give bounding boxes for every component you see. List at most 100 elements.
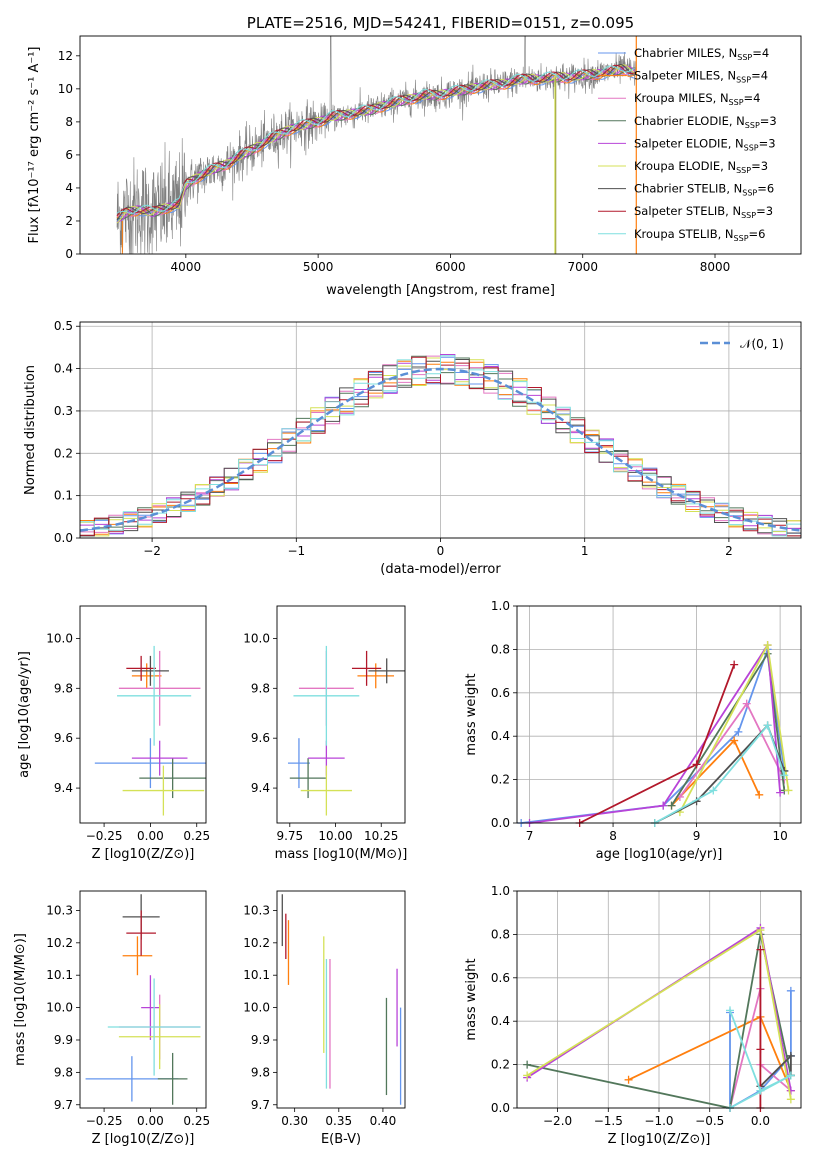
y-tick-label: 0 [65,247,73,261]
y-tick-label: 10.0 [243,1001,270,1015]
weight-marker [776,788,785,797]
weight-marker [734,727,743,736]
weight-line [654,723,786,824]
x-tick-label: 6000 [435,260,466,274]
y-tick-label: 9.7 [251,1098,270,1112]
x-tick-label: 2 [725,544,733,558]
legend-value: =6 [757,182,774,196]
weight-marker [726,1006,734,1015]
x-axis-label: mass [log10(M/M⊙)] [275,847,408,862]
y-tick-label: 0.6 [491,686,510,700]
model-spectrum [116,65,635,215]
x-axis-label: age [log10(age/yr)] [596,847,723,862]
x-axis-label: E(B-V) [321,1132,361,1147]
x-tick-label: 7000 [567,260,598,274]
y-tick-label: 0.3 [54,404,73,418]
legend-value: =3 [759,136,776,150]
x-axis-label: Z [log10(Z/Z⊙)] [92,1132,195,1147]
x-tick-label: 5000 [303,260,334,274]
legend-value: =4 [744,91,761,105]
weight-marker [742,699,751,708]
y-tick-label: 0.0 [54,531,73,545]
weight-marker [624,1075,633,1084]
x-tick-label: 9 [693,829,701,843]
y-tick-label: 0.8 [491,642,510,656]
y-tick-label: 9.8 [251,681,270,695]
legend-label: Chabrier STELIB, NSSP=6 [634,182,774,198]
legend-subscript: SSP [737,53,752,62]
x-tick-label: −0.25 [86,1114,123,1128]
weight-marker [730,736,739,745]
y-axis-label: Flux [fλ10⁻¹⁷ erg cm⁻² s⁻¹ A⁻¹] [27,47,42,244]
y-axis-label: mass weight [464,673,479,755]
x-tick-label: −2 [143,544,161,558]
weight-marker [730,660,739,669]
model-spectrum [116,68,635,218]
x-tick-label: −2.0 [543,1114,572,1128]
weight-marker [786,1071,795,1080]
y-tick-label: 9.8 [251,1065,270,1079]
x-tick-label: −1.5 [594,1114,623,1128]
axes-frame [516,890,802,1109]
x-tick-label: 0 [437,544,445,558]
weight-marker [786,1095,795,1104]
y-tick-label: 10 [58,82,73,96]
weight-marker [756,945,765,954]
y-tick-label: 0.1 [54,489,73,503]
x-tick-label: 10 [772,829,787,843]
model-spectrum [116,68,635,219]
weight-marker [692,760,701,769]
weight-marker [784,786,793,795]
y-tick-label: 12 [58,49,73,63]
x-axis-label: Z [log10(Z/Z⊙)] [608,1132,711,1147]
y-tick-label: 10.3 [243,903,270,917]
legend-value: =4 [752,46,769,60]
y-tick-label: 0.8 [491,927,510,941]
x-axis-label: (data-model)/error [380,562,501,577]
weight-marker [756,926,765,935]
axes-frame [276,605,406,824]
x-tick-label: 0.25 [183,1114,210,1128]
legend-subscript: SSP [736,76,751,85]
y-axis-label: mass [log10(M/M⊙)] [13,933,28,1066]
y-tick-label: 9.4 [251,781,270,795]
y-tick-label: 10.2 [46,936,73,950]
y-tick-label: 10.2 [243,936,270,950]
y-tick-label: 0.5 [54,319,73,333]
y-tick-label: 8 [65,115,73,129]
x-tick-label: 0.25 [183,829,210,843]
legend-label: Chabrier MILES, NSSP=4 [634,46,769,62]
legend-label: 𝒩(0, 1) [740,337,784,351]
y-tick-label: 0.2 [491,773,510,787]
legend-value: =3 [756,204,773,218]
x-tick-label: −1.0 [644,1114,673,1128]
residual-histogram [80,355,801,537]
y-tick-label: 10.1 [243,968,270,982]
x-tick-label: 0.35 [325,1114,352,1128]
y-axis-label: Normed distribution [23,365,38,495]
y-axis-label: age [log10(age/yr)] [17,651,32,778]
weight-marker [786,986,795,995]
y-tick-label: 0.2 [491,1058,510,1072]
legend-label: Salpeter STELIB, NSSP=3 [634,204,773,220]
legend-label: Kroupa ELODIE, NSSP=3 [634,159,768,175]
x-tick-label: −0.25 [86,829,123,843]
legend-subscript: SSP [729,98,744,107]
model-spectrum [116,67,635,223]
y-tick-label: 9.9 [251,1033,270,1047]
y-tick-label: 0.4 [54,362,73,376]
legend-subscript: SSP [744,143,759,152]
weight-marker [786,1051,795,1060]
y-tick-label: 9.8 [54,681,73,695]
x-tick-label: 8 [609,829,617,843]
legend-subscript: SSP [736,166,751,175]
weight-marker [523,1071,532,1080]
y-tick-label: 10.0 [243,631,270,645]
y-tick-label: 10.3 [46,903,73,917]
x-tick-label: 10.25 [364,829,398,843]
weight-marker [755,790,764,799]
y-tick-label: 0.4 [491,1014,510,1028]
weight-line [529,642,781,824]
gaussian-curve [79,367,802,532]
